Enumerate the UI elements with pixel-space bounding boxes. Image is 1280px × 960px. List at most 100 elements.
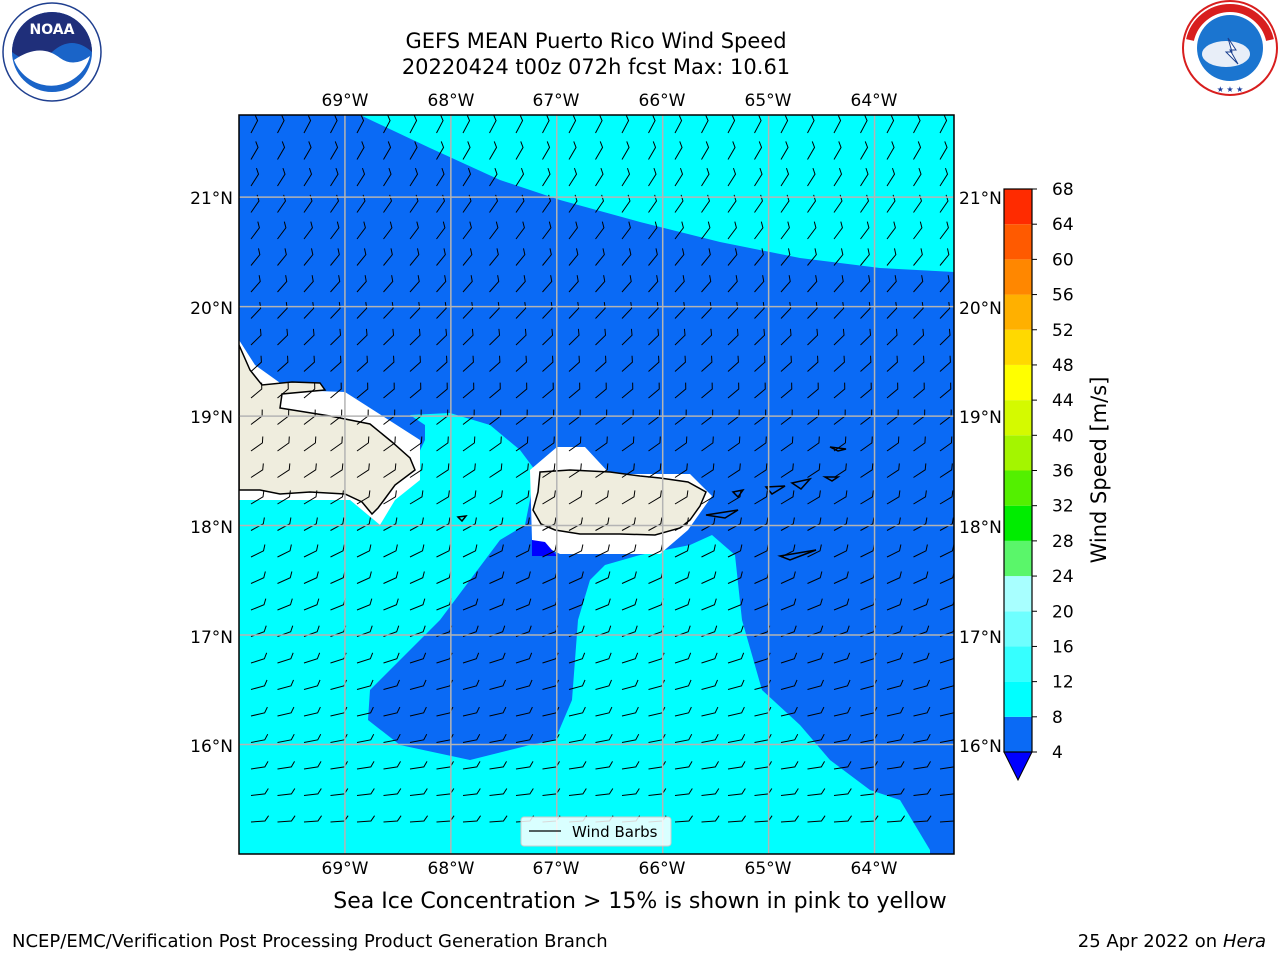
wind-barb [250, 221, 260, 240]
wind-barb [330, 436, 343, 452]
wind-barb [833, 328, 845, 346]
wind-barb [886, 706, 904, 717]
lon-label-bottom: 64°W [851, 859, 898, 879]
colorbar-band [1004, 435, 1032, 471]
wind-barb [701, 761, 719, 770]
wind-barb [568, 463, 582, 478]
wind-barb [250, 490, 265, 505]
wind-barb [674, 652, 692, 664]
wind-barb [568, 301, 580, 319]
wind-barb [462, 679, 480, 690]
wind-barb [621, 652, 639, 664]
wind-barb [727, 141, 736, 160]
wind-barb [568, 221, 578, 240]
wind-barb [939, 598, 954, 611]
wind-barb [383, 761, 401, 770]
wind-barb [701, 463, 715, 478]
wind-barb [621, 167, 631, 187]
wind-barb [727, 598, 744, 611]
wind-barb [701, 815, 720, 823]
colorbar-tick-label: 28 [1052, 532, 1074, 552]
wind-barb [674, 355, 686, 372]
wind-barb [595, 652, 612, 664]
wind-barb [356, 328, 368, 346]
wind-barb [383, 301, 394, 319]
wind-barb [727, 815, 746, 823]
wind-barb [409, 733, 428, 743]
colorbar-tick-label: 24 [1052, 567, 1074, 587]
wind-barb [886, 382, 899, 399]
wind-barb [277, 679, 294, 690]
colorbar-under-triangle [1003, 751, 1033, 782]
wind-barb [542, 463, 556, 478]
wind-barb [595, 221, 605, 240]
wind-barb [833, 706, 851, 717]
wind-barb [648, 490, 662, 505]
wind-barb [701, 733, 719, 743]
wind-barb [409, 328, 421, 346]
wind-barb [303, 275, 314, 293]
wind-barb [807, 301, 818, 319]
wind-barb [780, 815, 799, 823]
wind-barb [860, 517, 875, 531]
wind-barb [250, 167, 260, 187]
wind-barb [780, 706, 798, 717]
wind-barb [436, 115, 444, 134]
wind-barb [462, 141, 471, 160]
wind-barb [515, 679, 533, 690]
wind-barb [674, 598, 691, 611]
wind-barb [568, 355, 580, 372]
wind-barb [701, 355, 713, 372]
wind-barb [886, 761, 905, 770]
wind-barb [356, 275, 367, 293]
wind-barb [595, 544, 610, 558]
wind-barb [886, 221, 896, 240]
lon-tick-labels-bottom: 69°W 68°W 67°W 66°W 65°W 64°W [322, 859, 898, 879]
wind-barb [409, 679, 427, 690]
wind-barb [515, 328, 527, 346]
wind-barb [568, 788, 587, 796]
wind-barb [701, 221, 711, 240]
wind-barb [515, 652, 533, 664]
wind-barb [860, 436, 873, 452]
wind-barb [648, 301, 659, 319]
colorbar-tick-label: 40 [1052, 426, 1074, 446]
wind-barb [886, 815, 905, 823]
wind-barb [939, 355, 951, 372]
wind-barb [303, 761, 322, 770]
wind-barb [913, 679, 930, 690]
wind-barb [489, 141, 498, 160]
wind-barb [833, 571, 849, 584]
wind-barb [860, 141, 869, 160]
wind-barb [780, 382, 793, 399]
wind-barb [436, 141, 445, 160]
wind-barb [648, 382, 660, 399]
wind-barb [462, 490, 477, 505]
wind-barb [701, 571, 717, 584]
wind-barb [515, 355, 527, 372]
wind-barb [674, 382, 687, 399]
wind-barb [462, 788, 481, 796]
wind-barb [727, 328, 739, 346]
wind-barb [701, 275, 712, 293]
wind-barb [780, 141, 789, 160]
wind-barb [542, 167, 551, 187]
wind-barb [701, 490, 715, 505]
nws-logo-icon: ★ ★ ★ [1182, 0, 1278, 96]
wind-barb [462, 815, 481, 823]
wind-barb [621, 598, 638, 611]
wind-barb [860, 382, 872, 399]
wind-barb [674, 733, 693, 743]
wind-barb [383, 679, 400, 690]
wind-barb [886, 301, 898, 319]
colorbar-tick-label: 52 [1052, 321, 1074, 341]
lon-label-top: 68°W [428, 91, 475, 111]
wind-barb [674, 490, 689, 505]
wind-barb [409, 275, 420, 293]
wind-barb [780, 544, 796, 558]
wind-barb [330, 248, 340, 266]
wind-barb [515, 436, 529, 452]
wind-barb [542, 328, 554, 346]
wind-barb [409, 517, 424, 531]
wind-barb [886, 463, 900, 478]
